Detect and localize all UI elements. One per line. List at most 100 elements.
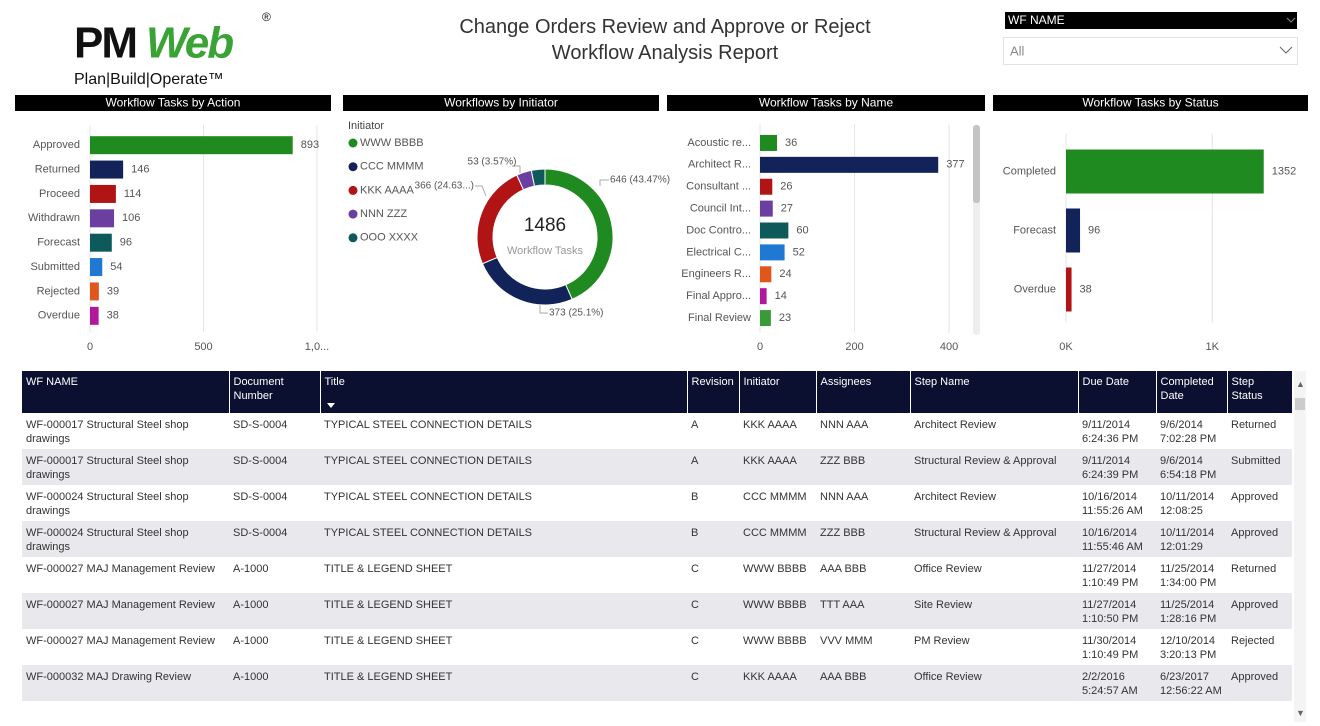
bar [90, 184, 116, 203]
table-row: WF-000032 MAJ Drawing Review A-1000 TITLE … [22, 665, 1292, 701]
slicer-value[interactable]: All [1010, 43, 1025, 58]
slicer-dropdown[interactable] [1003, 37, 1298, 65]
table-cell: AAA BBB [820, 563, 867, 575]
column-header[interactable]: Completed Date [1155, 371, 1227, 413]
table-cell: 2/2/2016 5:24:57 AM [1078, 665, 1156, 701]
bar [1066, 267, 1072, 312]
table-cell: WF-000017 Structural Steel shop drawings [22, 449, 229, 485]
column-header[interactable]: Due Date [1077, 371, 1156, 413]
table-cell: 11/25/2014 1:28:16 PM [1156, 593, 1227, 629]
sort-icon[interactable] [326, 403, 335, 408]
slicer-chevron[interactable] [1279, 46, 1293, 54]
value-label: 23 [779, 312, 791, 324]
value-label: 893 [301, 139, 319, 151]
category-label: Architect R... [688, 159, 751, 171]
category-label: Overdue [1014, 283, 1056, 295]
table-cell: KKK AAAA [739, 449, 816, 485]
table-cell: 10/16/2014 11:55:46 AM [1078, 521, 1156, 557]
bar [760, 200, 773, 217]
table-cell: Submitted [1227, 449, 1292, 485]
table-cell: Site Review [910, 593, 1078, 629]
table-cell: Office Review [910, 665, 1078, 701]
panel-header [15, 95, 331, 111]
column-header[interactable]: Document Number [228, 371, 320, 413]
table-cell: B [691, 491, 699, 503]
value-label: 54 [110, 261, 122, 273]
table-cell: 11/30/2014 1:10:49 PM [1082, 635, 1139, 661]
column-header[interactable]: Revision [686, 371, 739, 413]
table-cell: WWW BBBB [739, 593, 816, 629]
column-header[interactable]: Assignees [815, 371, 910, 413]
table-cell: 9/11/2014 6:24:36 PM [1082, 419, 1139, 445]
table-cell: Returned [1231, 419, 1277, 431]
table-cell: WF-000027 MAJ Management Review [26, 635, 215, 647]
data-label: 373 (25.1%) [549, 308, 603, 319]
bar [760, 244, 785, 261]
scroll-down[interactable]: ▼ [1296, 708, 1305, 718]
value-label: 96 [1088, 224, 1100, 236]
value-label: 60 [796, 224, 808, 236]
legend-swatch [348, 185, 358, 195]
bar [90, 258, 103, 277]
table-cell: Approved [1227, 521, 1292, 557]
logo-mark: ® [262, 10, 271, 24]
report-title: Change Orders Review and Approve or Reje… [420, 14, 910, 66]
table-cell: 9/6/2014 6:54:18 PM [1156, 449, 1227, 485]
bar [760, 310, 771, 327]
table-cell: Approved [1227, 665, 1292, 701]
scroll-thumb[interactable] [1295, 398, 1305, 410]
table-cell: KKK AAAA [743, 419, 797, 431]
panel-header [993, 95, 1308, 111]
value-label: 24 [779, 268, 791, 280]
scrollbar-thumb[interactable] [973, 125, 980, 203]
leader-line [599, 179, 609, 186]
dashboard-charts: PM Web ® Plan|Build|Operate™ WF NAME All… [15, 10, 1308, 353]
table-cell: 10/11/2014 12:08:25 [1160, 491, 1215, 517]
table-cell: C [687, 593, 739, 629]
table-cell: WWW BBBB [743, 635, 807, 647]
table-cell: B [687, 521, 739, 557]
value-label: 146 [131, 163, 149, 175]
value-label: 114 [124, 188, 142, 200]
table-cell: TYPICAL STEEL CONNECTION DETAILS [320, 449, 687, 485]
column-header[interactable]: Step Name [909, 371, 1078, 413]
legend-swatch [348, 138, 358, 148]
table-cell: AAA BBB [816, 665, 910, 701]
category-label: Proceed [39, 188, 80, 200]
leader-line [475, 185, 487, 197]
table-body: WF-000017 Structural Steel shop drawings… [22, 413, 1292, 701]
value-label: 39 [107, 285, 119, 297]
category-label: Forecast [37, 237, 80, 249]
table-cell: C [691, 635, 699, 647]
table-cell: 10/11/2014 12:01:29 [1156, 521, 1227, 557]
value-label: 38 [1080, 283, 1092, 295]
legend-label: CCC MMMM [360, 161, 424, 173]
bar [90, 306, 99, 325]
table-row: WF-000024 Structural Steel shop drawings… [22, 485, 1292, 521]
category-label: Withdrawn [28, 212, 80, 224]
column-header[interactable]: Initiator [738, 371, 816, 413]
column-header[interactable]: Title [319, 371, 687, 413]
column-header[interactable]: WF NAME [22, 371, 229, 413]
table-row: WF-000017 Structural Steel shop drawings… [22, 413, 1292, 449]
scroll-up[interactable]: ▲ [1296, 379, 1305, 389]
legend-label: NNN ZZZ [360, 208, 407, 220]
value-label: 106 [122, 212, 140, 224]
table-cell: 11/25/2014 1:34:00 PM [1160, 563, 1217, 589]
table-cell: Approved [1231, 491, 1279, 503]
leader-line [512, 165, 521, 173]
table-cell: Rejected [1231, 635, 1275, 647]
table-scrollbar[interactable]: ▲ ▼ [1294, 371, 1306, 722]
table-cell: 11/27/2014 1:10:50 PM [1078, 593, 1156, 629]
category-label: Returned [35, 163, 80, 175]
table-cell: A [687, 449, 739, 485]
table-cell: A-1000 [233, 635, 269, 647]
table-cell: 12/10/2014 3:20:13 PM [1160, 635, 1217, 661]
table-cell: WF-000032 MAJ Drawing Review [22, 665, 229, 701]
table-cell: WF-000027 MAJ Management Review [26, 563, 215, 575]
column-header[interactable]: Step Status [1226, 371, 1292, 413]
table-cell: 11/27/2014 1:10:49 PM [1082, 563, 1139, 589]
header-row: WF NAME Document Number Title Revision Initi… [22, 371, 1292, 413]
legend-label: KKK AAAA [360, 184, 414, 196]
